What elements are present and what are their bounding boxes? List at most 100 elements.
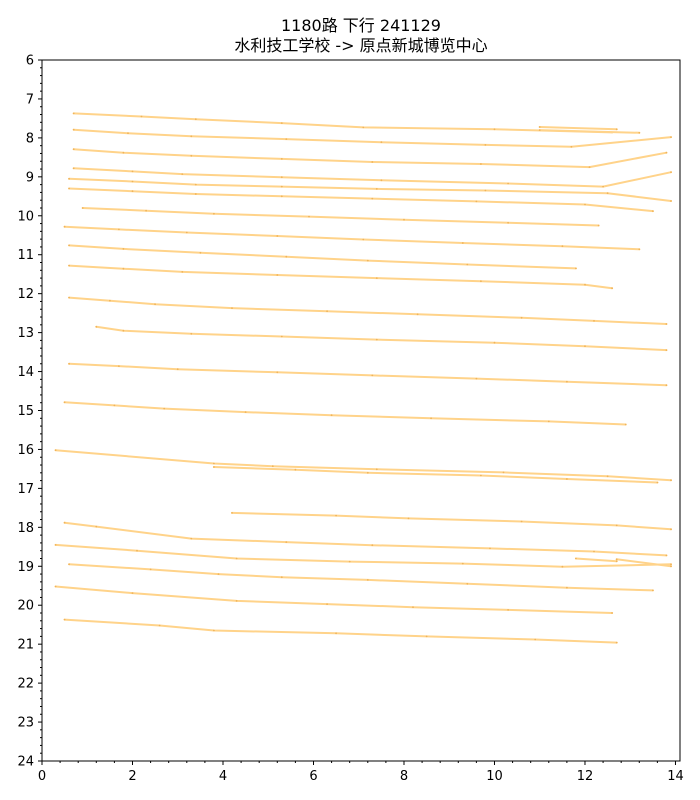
trip-point bbox=[493, 341, 496, 344]
trip-point bbox=[118, 228, 120, 231]
trip-point bbox=[72, 148, 75, 151]
trip-line-3 bbox=[538, 129, 641, 134]
trip-point bbox=[280, 185, 283, 188]
trip-line-20 bbox=[63, 521, 668, 557]
trip-point bbox=[584, 345, 586, 348]
trip-point bbox=[656, 481, 659, 484]
trip-point bbox=[231, 512, 233, 514]
trip-line-19 bbox=[231, 511, 672, 531]
trip-point bbox=[131, 190, 134, 193]
y-tick-label: 19 bbox=[17, 560, 34, 575]
trip-line-15 bbox=[68, 362, 668, 387]
trip-point bbox=[54, 585, 57, 588]
y-tick-label: 11 bbox=[17, 248, 34, 263]
chart-subtitle: 水利技工学校 -> 原点新城博览中心 bbox=[234, 36, 487, 55]
y-tick-label: 23 bbox=[17, 716, 34, 731]
trip-point bbox=[475, 200, 478, 203]
trip-point bbox=[475, 377, 478, 380]
trip-point bbox=[109, 299, 111, 302]
trip-point bbox=[484, 144, 487, 146]
trip-point bbox=[68, 177, 70, 180]
trip-point bbox=[652, 589, 654, 592]
trip-point bbox=[575, 557, 577, 560]
y-tick-label: 8 bbox=[26, 131, 34, 146]
trip-point bbox=[652, 210, 654, 213]
trip-point bbox=[194, 118, 197, 121]
trip-point bbox=[615, 558, 618, 561]
trip-line-10 bbox=[63, 225, 641, 251]
trip-point bbox=[380, 179, 383, 182]
trip-point bbox=[615, 524, 618, 527]
trip-point bbox=[326, 310, 328, 313]
trip-point bbox=[280, 158, 283, 160]
trip-point bbox=[118, 365, 120, 367]
trip-point bbox=[480, 163, 482, 165]
trip-point bbox=[665, 554, 668, 557]
trip-point bbox=[588, 166, 591, 169]
trip-point bbox=[480, 474, 482, 477]
trip-point bbox=[670, 171, 672, 174]
plot-lines bbox=[54, 112, 672, 644]
trip-point bbox=[493, 128, 496, 131]
chart-title: 1180路 下行 241129 bbox=[281, 16, 441, 35]
trip-point bbox=[584, 283, 586, 286]
trip-point bbox=[122, 151, 125, 154]
y-tick-label: 12 bbox=[17, 287, 34, 302]
trip-point bbox=[575, 267, 577, 270]
trip-point bbox=[670, 479, 672, 482]
x-tick-label: 2 bbox=[128, 769, 136, 784]
trip-line-22 bbox=[574, 557, 618, 563]
trip-line-5 bbox=[72, 148, 668, 169]
trip-point bbox=[181, 271, 184, 273]
trip-line-6 bbox=[72, 167, 672, 188]
trip-point bbox=[670, 565, 672, 568]
trip-point bbox=[131, 170, 134, 173]
trip-point bbox=[371, 197, 374, 200]
trip-line-7 bbox=[68, 177, 672, 202]
trip-point bbox=[280, 176, 283, 179]
trip-line-25 bbox=[54, 585, 614, 614]
trip-point bbox=[480, 280, 482, 283]
trip-point bbox=[63, 225, 66, 228]
trip-point bbox=[154, 303, 157, 306]
trip-point bbox=[665, 384, 668, 387]
trip-point bbox=[54, 449, 57, 452]
trip-point bbox=[538, 126, 541, 128]
trip-point bbox=[502, 471, 505, 474]
trip-point bbox=[149, 568, 152, 571]
y-tick-label: 22 bbox=[17, 677, 34, 692]
trip-point bbox=[593, 550, 595, 553]
trip-point bbox=[326, 603, 328, 605]
trip-point bbox=[276, 235, 279, 237]
trip-point bbox=[72, 112, 75, 115]
trip-point bbox=[235, 557, 238, 560]
trip-point bbox=[566, 478, 568, 480]
trip-point bbox=[199, 251, 202, 254]
trip-point bbox=[122, 329, 125, 332]
y-tick-label: 7 bbox=[26, 92, 34, 107]
trip-point bbox=[670, 563, 672, 566]
trip-point bbox=[68, 563, 70, 566]
trip-point bbox=[366, 259, 369, 262]
y-tick-label: 17 bbox=[17, 482, 34, 497]
trip-point bbox=[131, 592, 134, 594]
y-tick-label: 18 bbox=[17, 521, 34, 536]
y-tick-label: 15 bbox=[17, 404, 34, 419]
trip-point bbox=[366, 579, 369, 581]
trip-point bbox=[665, 323, 668, 325]
trip-line-12 bbox=[68, 264, 614, 290]
trip-line-16 bbox=[63, 401, 627, 426]
trip-point bbox=[95, 525, 98, 528]
trip-point bbox=[534, 638, 537, 641]
y-tick-label: 21 bbox=[17, 638, 34, 653]
trip-line-26 bbox=[63, 618, 618, 644]
trip-point bbox=[54, 544, 57, 546]
trip-point bbox=[271, 465, 274, 468]
trip-point bbox=[158, 624, 161, 627]
trip-point bbox=[362, 126, 365, 129]
trip-point bbox=[570, 145, 573, 148]
trip-point bbox=[335, 632, 337, 635]
trip-point bbox=[412, 606, 414, 609]
trip-point bbox=[547, 420, 550, 423]
trip-point bbox=[430, 417, 432, 420]
